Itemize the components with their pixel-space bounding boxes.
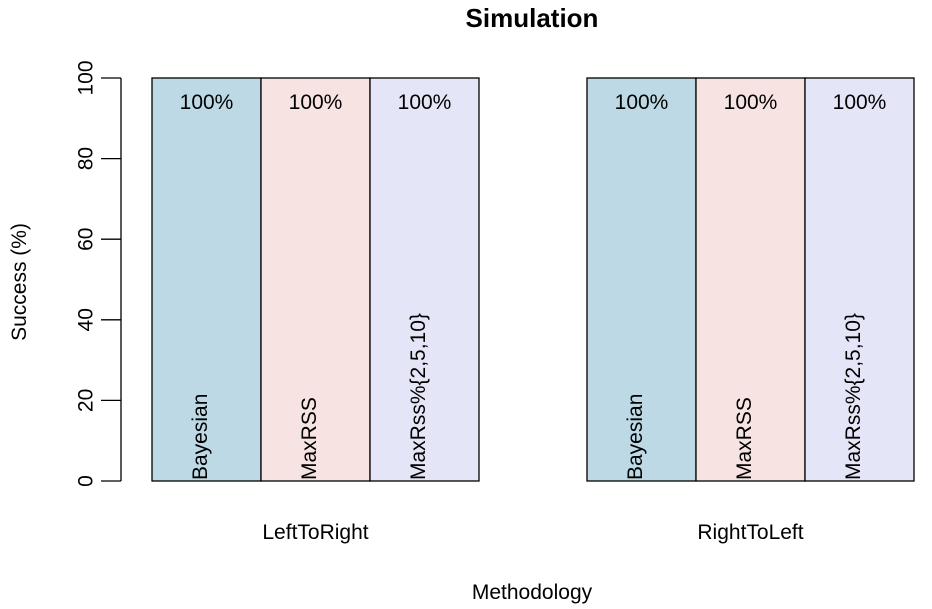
bar-LeftToRight-MaxRss%{2,5,10} xyxy=(369,77,480,482)
data-label: 100% xyxy=(398,91,452,114)
data-label: 100% xyxy=(615,91,669,114)
group-labels: LeftToRight RightToLeft xyxy=(262,521,803,544)
bar-name-label: Bayesian xyxy=(624,394,647,480)
data-label: 100% xyxy=(724,91,778,114)
bar-LeftToRight-Bayesian xyxy=(151,77,262,482)
bar-name-label: MaxRss%{2,5,10} xyxy=(842,313,865,480)
bar-RightToLeft-MaxRss%{2,5,10} xyxy=(804,77,915,482)
y-tick-label: 20 xyxy=(75,389,98,412)
data-label: 100% xyxy=(833,91,887,114)
bar-RightToLeft-Bayesian xyxy=(586,77,697,482)
y-tick-label: 60 xyxy=(75,228,98,251)
data-label: 100% xyxy=(289,91,343,114)
y-tick-label: 100 xyxy=(75,60,98,95)
y-axis: 0 20 40 60 80 100 xyxy=(75,60,122,487)
y-tick-label: 40 xyxy=(75,308,98,331)
bar-name-label: Bayesian xyxy=(189,394,212,480)
x-axis-label: Methodology xyxy=(472,581,593,604)
group-label-RightToLeft: RightToLeft xyxy=(697,521,803,544)
y-tick-label: 80 xyxy=(75,147,98,170)
bar-name-label: MaxRss%{2,5,10} xyxy=(407,313,430,480)
chart-title: Simulation xyxy=(466,3,599,33)
y-axis-label: Success (%) xyxy=(8,223,31,341)
bar-RightToLeft-MaxRSS xyxy=(695,77,806,482)
bar-name-label: MaxRSS xyxy=(298,397,321,480)
bars: 100% Bayesian 100% MaxRSS 100% MaxRss%{2,5,10… xyxy=(151,77,915,482)
bar-LeftToRight-MaxRSS xyxy=(260,77,371,482)
bar-name-label: MaxRSS xyxy=(733,397,756,480)
data-label: 100% xyxy=(180,91,234,114)
y-tick-label: 0 xyxy=(75,475,98,487)
group-label-LeftToRight: LeftToRight xyxy=(262,521,368,544)
